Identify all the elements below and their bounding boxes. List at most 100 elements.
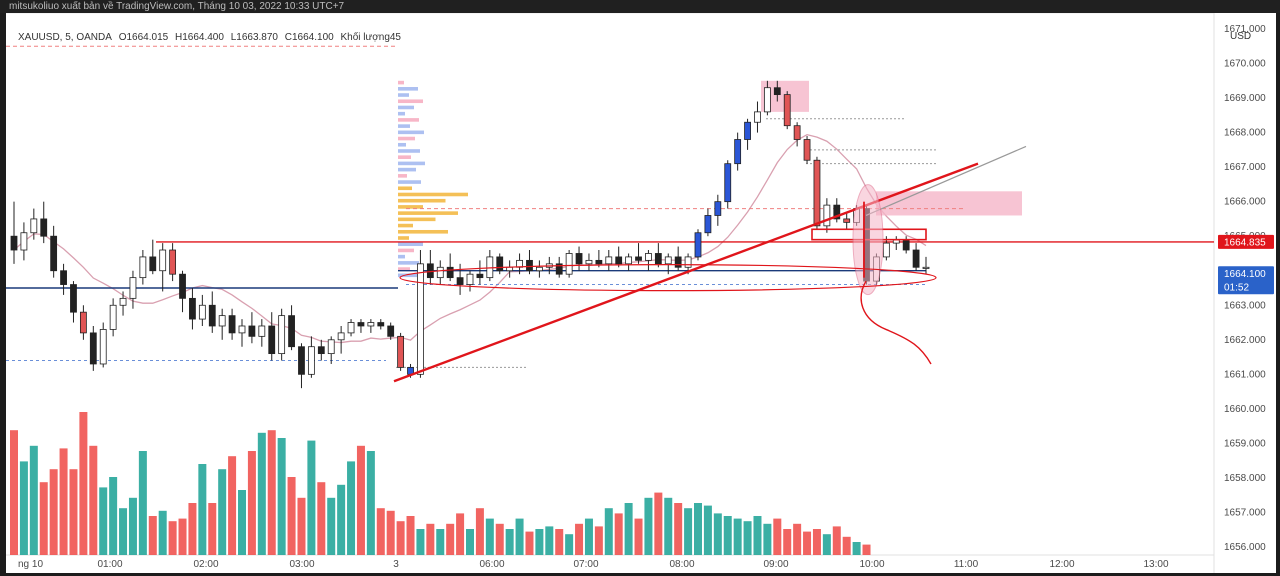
volume-bar <box>505 529 514 555</box>
candle-body <box>724 163 732 203</box>
candle-body <box>773 87 781 96</box>
symbol-legend: XAUUSD, 5, OANDA O1664.015 H1664.400 L16… <box>18 32 405 43</box>
candle-body <box>159 249 167 272</box>
volume-profile-bar <box>398 142 406 147</box>
supply-zone[interactable] <box>876 191 1022 216</box>
volume-bar <box>307 440 316 555</box>
volume-profile-bar <box>398 118 419 122</box>
candle-body <box>179 273 186 299</box>
candle-body <box>30 218 38 234</box>
candle-body <box>317 346 325 355</box>
candle-body <box>347 322 355 334</box>
candle-body <box>575 253 583 265</box>
chart-canvas[interactable]: 1670.000 1669.000 1668.000 1667.000 1666.000… <box>6 13 1276 573</box>
volume-bar <box>238 490 246 555</box>
volume-bar <box>366 451 375 555</box>
time-tick-label: 10:00 <box>859 559 884 570</box>
volume-bar <box>495 523 504 555</box>
candle-body <box>417 263 424 375</box>
time-tick-label: 08:00 <box>669 559 694 570</box>
volume-bar <box>208 503 217 555</box>
candle-body <box>377 322 385 327</box>
candle-body <box>228 315 236 334</box>
time-tick-label: 11:00 <box>954 559 979 570</box>
price-tick-label: 1663.000 <box>1224 300 1266 311</box>
price-tick-label: 1660.000 <box>1224 404 1266 415</box>
countdown-text: 01:52 <box>1224 282 1249 293</box>
candle-body <box>60 270 67 285</box>
candle-body <box>268 325 276 355</box>
legend-symbol[interactable]: XAUUSD, 5, OANDA <box>18 32 112 43</box>
highlight-ellipse[interactable] <box>852 184 884 296</box>
volume-bar <box>723 516 732 555</box>
volume-bar <box>664 497 673 555</box>
volume-profile-bar <box>398 267 410 271</box>
volume-profile-bar <box>398 161 425 166</box>
volume-bar <box>39 482 48 555</box>
volume-bar <box>773 518 782 555</box>
volume-bar <box>416 529 425 555</box>
candle-body <box>198 304 206 320</box>
volume-profile-bar <box>398 236 409 240</box>
candle-body <box>426 263 434 279</box>
volume-bar <box>535 529 544 555</box>
candle-body <box>298 346 305 375</box>
volume-profile-bar <box>398 87 418 91</box>
volume-bar <box>624 503 633 555</box>
candle-body <box>476 273 484 279</box>
time-tick-label: 01:00 <box>97 559 122 570</box>
volume-profile-bar <box>398 124 410 128</box>
volume-bar <box>376 508 385 555</box>
hand-drawn-arrow[interactable] <box>860 280 932 365</box>
volume-profile-bar <box>398 205 423 209</box>
time-tick-label: 06:00 <box>479 559 504 570</box>
volume-bar <box>347 461 356 555</box>
volume-profile-bar <box>398 248 414 253</box>
candle-body <box>793 125 801 140</box>
candle-body <box>803 139 811 161</box>
candle-body <box>902 239 910 251</box>
volume-bar <box>277 438 286 555</box>
volume-profile-bar <box>398 111 405 116</box>
price-tag-last-text: 1664.100 <box>1224 269 1266 280</box>
candle-body <box>169 249 177 275</box>
volume-bar <box>753 516 762 555</box>
volume-profile-bar <box>398 93 409 97</box>
candle-body <box>258 325 266 337</box>
candle-body <box>397 335 405 368</box>
candle-body <box>694 232 702 258</box>
volume-bar <box>565 534 574 555</box>
volume-profile-bar <box>398 99 423 104</box>
price-tick-label: 1670.000 <box>1224 59 1266 70</box>
candle-body <box>605 256 613 265</box>
volume-bar <box>69 469 78 555</box>
candle-body <box>813 159 821 227</box>
volume-bar <box>406 516 415 555</box>
volume-profile-bar <box>398 211 458 215</box>
volume-bar <box>396 521 405 555</box>
legend-volume: Khối lượng45 <box>340 32 401 43</box>
candle-body <box>40 218 48 237</box>
trend-line[interactable] <box>393 162 979 383</box>
legend-close: C1664.100 <box>284 32 334 43</box>
candle-body <box>843 218 851 223</box>
volume-bar <box>555 529 564 555</box>
volume-bar <box>733 518 742 555</box>
volume-profile-bar <box>398 223 413 228</box>
volume-bar <box>119 508 128 555</box>
volume-bar <box>604 508 613 555</box>
volume-bar <box>337 484 346 555</box>
chart-pane[interactable]: 1670.000 1669.000 1668.000 1667.000 1666.000… <box>6 13 1276 573</box>
candle-body <box>99 329 107 365</box>
time-tick-label: 13:00 <box>1143 559 1168 570</box>
attribution-bar: mitsukoliuo xuất bản về TradingView.com,… <box>0 0 1280 13</box>
trend-line-extension[interactable] <box>865 145 1027 217</box>
volume-profile-bar <box>398 254 405 259</box>
volume-profile-bar <box>398 186 412 191</box>
price-tick-label: 1668.000 <box>1224 128 1266 139</box>
highlight-ellipse[interactable] <box>399 264 937 292</box>
volume-profile-bar <box>398 105 414 110</box>
volume-bar <box>684 508 693 555</box>
candle-body <box>734 139 742 165</box>
